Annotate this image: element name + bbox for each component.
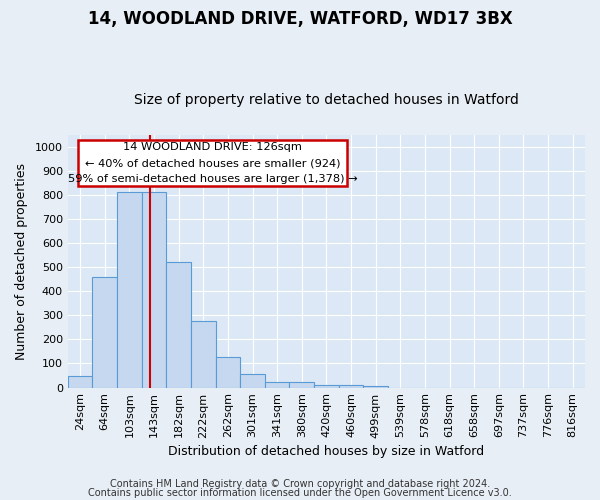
X-axis label: Distribution of detached houses by size in Watford: Distribution of detached houses by size … (169, 444, 484, 458)
Bar (117, 192, 142, 388)
Bar (191, 322, 215, 388)
Bar (142, 192, 166, 388)
Bar (68, 376, 92, 388)
Bar (92, 276, 117, 388)
Bar (166, 262, 191, 388)
Bar (289, 382, 314, 388)
Bar (215, 358, 240, 388)
Text: Contains HM Land Registry data © Crown copyright and database right 2024.: Contains HM Land Registry data © Crown c… (110, 479, 490, 489)
Text: 14 WOODLAND DRIVE: 126sqm
← 40% of detached houses are smaller (924)
59% of semi: 14 WOODLAND DRIVE: 126sqm ← 40% of detac… (68, 142, 358, 184)
Bar (265, 382, 289, 388)
Title: Size of property relative to detached houses in Watford: Size of property relative to detached ho… (134, 93, 519, 107)
FancyBboxPatch shape (78, 140, 347, 186)
Bar (364, 386, 388, 388)
Text: 14, WOODLAND DRIVE, WATFORD, WD17 3BX: 14, WOODLAND DRIVE, WATFORD, WD17 3BX (88, 10, 512, 28)
Bar (240, 374, 265, 388)
Y-axis label: Number of detached properties: Number of detached properties (15, 162, 28, 360)
Text: Contains public sector information licensed under the Open Government Licence v3: Contains public sector information licen… (88, 488, 512, 498)
Bar (339, 385, 364, 388)
Bar (314, 384, 339, 388)
